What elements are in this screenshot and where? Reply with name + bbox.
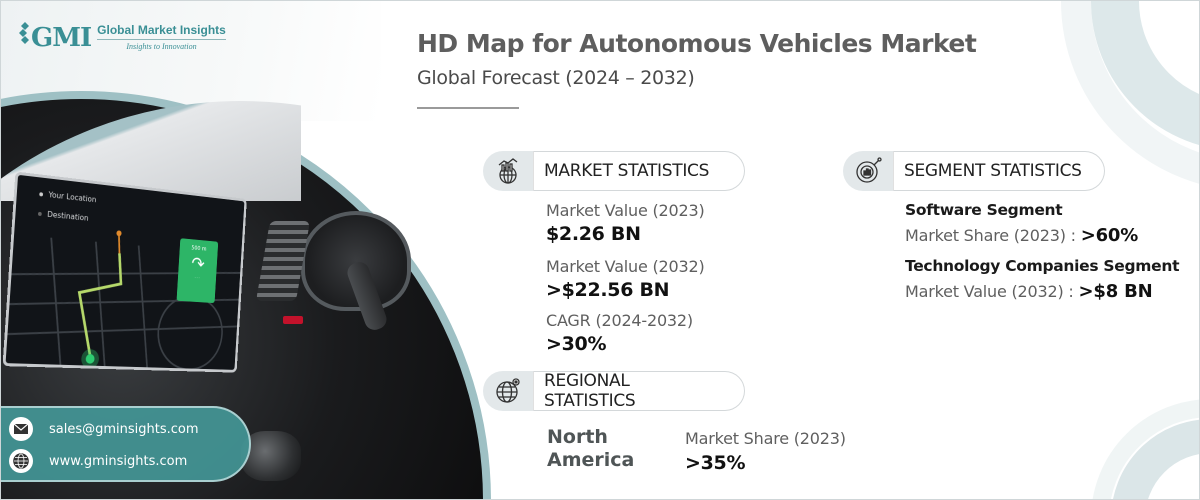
turn-right-arrow-icon: ↷ [190,252,206,276]
software-segment-line: Market Share (2023) : >60% [905,225,1138,246]
segment-statistics-heading: SEGMENT STATISTICS [893,151,1105,191]
globe-icon [9,449,33,473]
tech-companies-segment-metric: Market Value (2032) : [905,282,1074,301]
target-chart-icon [843,151,893,191]
logo-mark: GMI [19,21,92,53]
software-segment-name: Software Segment [905,201,1063,219]
gear-knob [241,431,301,481]
market-value-2032: >$22.56 BN [546,279,670,301]
regional-statistics-header: REGIONAL STATISTICS [483,371,745,411]
regional-statistics-heading: REGIONAL STATISTICS [533,371,745,411]
page-subtitle: Global Forecast (2024 – 2032) [417,67,695,89]
market-value-2032-label: Market Value (2032) [546,257,705,276]
website-row[interactable]: www.gminsights.com [9,449,187,473]
diamond-icon [19,21,29,44]
tech-companies-segment-name: Technology Companies Segment [905,257,1180,275]
market-value-2023-label: Market Value (2023) [546,201,705,220]
envelope-icon [9,417,33,441]
globe-pin-icon [483,371,533,411]
segment-statistics-header: SEGMENT STATISTICS [843,151,1105,191]
cagr-label: CAGR (2024-2032) [546,311,693,330]
region-name: North America [547,426,635,471]
tech-companies-segment-line: Market Value (2032) : >$8 BN [905,281,1153,302]
brand-tagline: Insights to Innovation [126,42,197,51]
region-metric-label: Market Share (2023) [685,429,846,448]
market-statistics-heading: MARKET STATISTICS [533,151,745,191]
logo-letters: GMI [31,22,92,53]
market-statistics-header: MARKET STATISTICS [483,151,745,191]
page-title: HD Map for Autonomous Vehicles Market [417,29,977,58]
logo-text: Global Market Insights Insights to Innov… [97,23,226,51]
market-value-2023: $2.26 BN [546,223,641,245]
hazard-button [283,316,303,324]
tech-companies-segment-value: >$8 BN [1078,281,1153,302]
software-segment-metric: Market Share (2023) : [905,226,1076,245]
route-map [5,230,247,373]
your-location-label: Your Location [48,190,97,205]
software-segment-value: >60% [1080,225,1139,246]
title-divider [417,107,519,109]
brand-name: Global Market Insights [97,23,226,40]
email-link[interactable]: sales@gminsights.com [49,421,199,437]
email-row[interactable]: sales@gminsights.com [9,417,199,441]
chart-globe-icon [483,151,533,191]
your-location-row: Your Location [39,189,97,204]
contact-box: sales@gminsights.com www.gminsights.com [1,406,251,482]
turn-instruction-card: 500 m ↷ · · · [176,238,219,304]
region-metric-value: >35% [685,452,746,474]
gmi-logo: GMI Global Market Insights Insights to I… [19,21,226,53]
navigation-tablet: Your Location Destination 500 m ↷ · · · [2,171,247,373]
cagr-value: >30% [546,333,607,355]
website-link[interactable]: www.gminsights.com [49,453,188,469]
